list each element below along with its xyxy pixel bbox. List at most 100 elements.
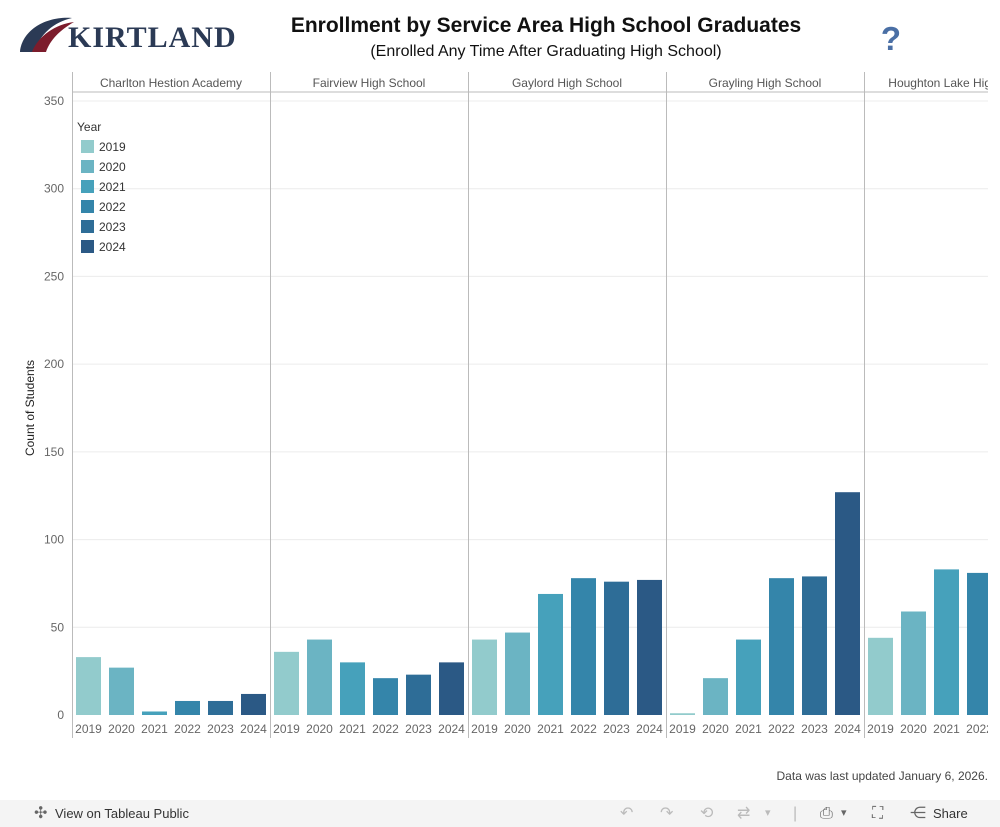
legend-title: Year bbox=[77, 120, 101, 134]
refresh-dropdown-icon[interactable]: ▾ bbox=[765, 807, 771, 819]
legend-label: 2021 bbox=[99, 180, 126, 194]
bar bbox=[835, 492, 860, 715]
y-tick-label: 350 bbox=[44, 94, 64, 108]
x-tick-label: 2022 bbox=[966, 722, 993, 736]
bar bbox=[769, 578, 794, 715]
bar bbox=[340, 662, 365, 715]
x-tick-label: 2021 bbox=[537, 722, 564, 736]
y-tick-label: 50 bbox=[51, 620, 65, 634]
revert-icon[interactable]: ⟲ bbox=[700, 805, 714, 822]
bar bbox=[637, 579, 662, 715]
bar bbox=[208, 700, 233, 715]
bar bbox=[901, 611, 926, 715]
x-tick-label: 2024 bbox=[636, 722, 663, 736]
y-tick-label: 0 bbox=[57, 708, 64, 722]
bar bbox=[868, 637, 893, 715]
x-tick-label: 2023 bbox=[603, 722, 630, 736]
logo-text: KIRTLAND bbox=[68, 21, 236, 54]
tableau-icon: ✣ bbox=[34, 805, 48, 822]
legend-label: 2019 bbox=[99, 140, 126, 154]
view-on-tableau-link[interactable]: View on Tableau Public bbox=[55, 806, 189, 821]
x-tick-label: 2022 bbox=[768, 722, 795, 736]
download-dropdown-icon[interactable]: ▾ bbox=[841, 807, 847, 819]
bar bbox=[802, 576, 827, 715]
chart-title: Enrollment by Service Area High School G… bbox=[290, 14, 802, 37]
x-tick-label: 2019 bbox=[867, 722, 894, 736]
panel-header: Fairview High School bbox=[313, 76, 426, 90]
help-button[interactable]: ? bbox=[880, 20, 902, 57]
legend-label: 2024 bbox=[99, 240, 126, 254]
y-tick-label: 100 bbox=[44, 533, 64, 547]
x-tick-label: 2020 bbox=[900, 722, 927, 736]
x-tick-label: 2020 bbox=[108, 722, 135, 736]
bar bbox=[538, 593, 563, 715]
bar bbox=[505, 632, 530, 715]
refresh-icon[interactable]: ⇄ bbox=[737, 805, 751, 822]
kirtland-logo: KIRTLAND bbox=[20, 17, 236, 54]
bar bbox=[274, 651, 299, 715]
bar bbox=[241, 693, 266, 715]
bar bbox=[703, 678, 728, 715]
x-tick-label: 2023 bbox=[405, 722, 432, 736]
last-updated-note: Data was last updated January 6, 2026. bbox=[776, 769, 988, 783]
y-tick-label: 300 bbox=[44, 182, 64, 196]
x-tick-label: 2023 bbox=[207, 722, 234, 736]
x-tick-label: 2022 bbox=[372, 722, 399, 736]
bar bbox=[439, 662, 464, 715]
x-tick-label: 2024 bbox=[834, 722, 861, 736]
x-tick-label: 2020 bbox=[306, 722, 333, 736]
x-tick-label: 2021 bbox=[339, 722, 366, 736]
legend-swatch bbox=[81, 180, 94, 193]
y-tick-label: 200 bbox=[44, 357, 64, 371]
bar bbox=[307, 639, 332, 715]
x-tick-label: 2019 bbox=[471, 722, 498, 736]
bar bbox=[472, 639, 497, 715]
y-tick-label: 250 bbox=[44, 269, 64, 283]
bar bbox=[76, 657, 101, 715]
bar bbox=[967, 572, 988, 715]
tableau-toolbar: ✣ View on Tableau Public ↶ ↷ ⟲ ⇄ ▾ | ⎙ ▾… bbox=[0, 800, 1000, 827]
bar bbox=[406, 674, 431, 715]
bar-chart: 0 50 100 150 200 250 300 350 Count of Students Ch… bbox=[23, 72, 1000, 738]
legend-label: 2022 bbox=[99, 200, 126, 214]
x-tick-label: 2024 bbox=[240, 722, 267, 736]
y-axis-title: Count of Students bbox=[23, 360, 37, 456]
bar bbox=[175, 700, 200, 715]
bar bbox=[571, 578, 596, 715]
bar bbox=[736, 639, 761, 715]
x-tick-label: 2022 bbox=[174, 722, 201, 736]
legend-swatch bbox=[81, 220, 94, 233]
undo-icon[interactable]: ↶ bbox=[620, 805, 634, 822]
legend-label: 2023 bbox=[99, 220, 126, 234]
y-tick-label: 150 bbox=[44, 445, 64, 459]
x-tick-label: 2021 bbox=[735, 722, 762, 736]
x-tick-label: 2022 bbox=[570, 722, 597, 736]
redo-icon[interactable]: ↷ bbox=[660, 805, 674, 822]
panel-header: Grayling High School bbox=[709, 76, 822, 90]
legend-swatch bbox=[81, 160, 94, 173]
x-tick-label: 2024 bbox=[438, 722, 465, 736]
legend-label: 2020 bbox=[99, 160, 126, 174]
bar bbox=[934, 569, 959, 715]
x-tick-label: 2019 bbox=[669, 722, 696, 736]
bar bbox=[373, 678, 398, 715]
fullscreen-icon[interactable]: ⛶ bbox=[872, 805, 884, 822]
share-icon[interactable]: ⋲ bbox=[910, 805, 926, 822]
legend-swatch bbox=[81, 140, 94, 153]
x-tick-label: 2019 bbox=[75, 722, 102, 736]
toolbar-divider: | bbox=[793, 805, 798, 822]
legend-swatch bbox=[81, 200, 94, 213]
legend-swatch bbox=[81, 240, 94, 253]
panel-header: Houghton Lake High School bbox=[888, 76, 1000, 90]
x-tick-label: 2021 bbox=[141, 722, 168, 736]
share-button[interactable]: Share bbox=[933, 806, 968, 821]
bar bbox=[142, 711, 167, 715]
x-tick-label: 2021 bbox=[933, 722, 960, 736]
download-icon[interactable]: ⎙ bbox=[820, 805, 833, 822]
x-tick-label: 2023 bbox=[801, 722, 828, 736]
bar bbox=[670, 713, 695, 715]
panel-header: Charlton Hestion Academy bbox=[100, 76, 242, 90]
x-tick-label: 2019 bbox=[273, 722, 300, 736]
bar bbox=[604, 581, 629, 715]
panel-header: Gaylord High School bbox=[512, 76, 622, 90]
